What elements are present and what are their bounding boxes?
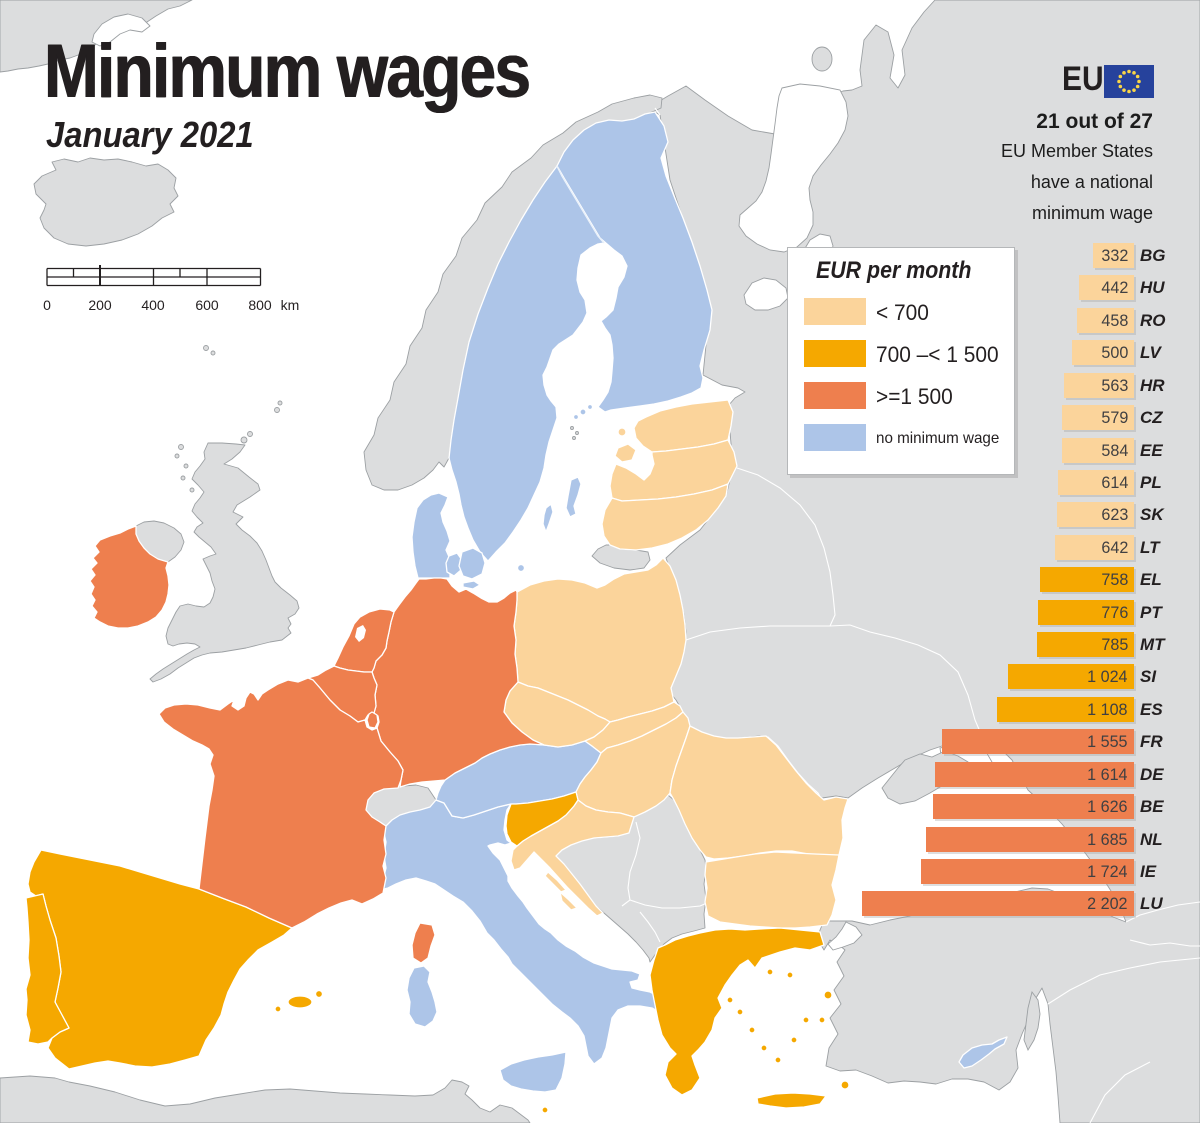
svg-text:200: 200: [88, 297, 112, 313]
svg-text:800: 800: [248, 297, 272, 313]
svg-text:600: 600: [195, 297, 219, 313]
svg-text:0: 0: [43, 297, 51, 313]
svg-text:km: km: [281, 297, 300, 313]
svg-text:400: 400: [141, 297, 165, 313]
